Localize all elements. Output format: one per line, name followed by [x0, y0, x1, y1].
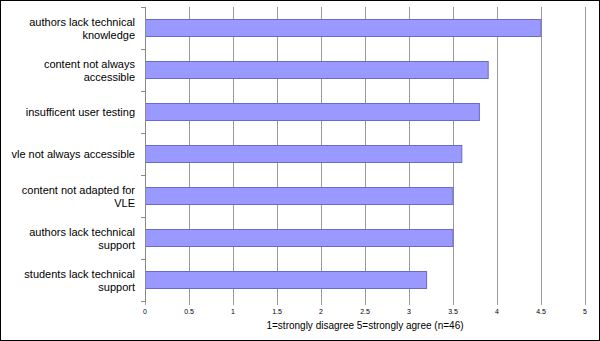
category-label-line: support: [98, 239, 135, 251]
category-tick: [141, 7, 145, 8]
category-label-line: authors lack technical: [29, 226, 135, 238]
category-label-line: vle not always accessible: [11, 148, 135, 160]
bar: [145, 272, 427, 289]
tick-label: 1: [231, 308, 235, 315]
category-label-line: knowledge: [82, 29, 135, 41]
tick-mark: [321, 301, 322, 305]
category-label-line: support: [98, 281, 135, 293]
bar: [145, 104, 479, 121]
category-tick: [141, 133, 145, 134]
tick-label: 4: [495, 308, 499, 315]
category-label: authors lack technicalsupport: [29, 226, 135, 251]
bars: [145, 20, 541, 289]
category-tick: [141, 49, 145, 50]
tick-label: 3: [407, 308, 411, 315]
category-tick: [141, 301, 145, 302]
tick-mark: [189, 301, 190, 305]
tick-mark: [233, 301, 234, 305]
category-label: authors lack technicalknowledge: [29, 16, 135, 41]
tick-mark: [541, 301, 542, 305]
category-label-line: insufficent user testing: [26, 106, 135, 118]
tick-label: 0: [143, 308, 147, 315]
category-label: content not alwaysaccessible: [44, 58, 136, 83]
grid-line: [497, 7, 498, 301]
category-tick: [141, 217, 145, 218]
bar: [145, 146, 462, 163]
grid-line: [585, 7, 586, 301]
tick-mark: [585, 301, 586, 305]
category-tick: [141, 91, 145, 92]
category-tick: [141, 259, 145, 260]
tick-mark: [277, 301, 278, 305]
tick-mark: [453, 301, 454, 305]
chart: 0 0.5 1 1.5 2 2.5 3 3.5 4 4.5 5 authors lack techni…: [0, 0, 600, 341]
grid-line: [145, 7, 146, 301]
category-label-line: accessible: [84, 71, 135, 83]
category-label-line: content not always: [44, 58, 136, 70]
grid-line: [541, 7, 542, 301]
category-label: content not adapted forVLE: [22, 184, 135, 209]
category-label: insufficent user testing: [26, 106, 135, 118]
tick-label: 3.5: [448, 308, 458, 315]
axis-line: [145, 7, 146, 301]
axis-title: 1=strongly disagree 5=strongly agree (n=…: [266, 320, 463, 331]
bar: [145, 188, 453, 205]
category-label-line: students lack technical: [24, 268, 135, 280]
category-label-line: authors lack technical: [29, 16, 135, 28]
tick-label: 1.5: [272, 308, 282, 315]
tick-label: 4.5: [536, 308, 546, 315]
tick-label: 2: [319, 308, 323, 315]
category-label-line: content not adapted for: [22, 184, 135, 196]
tick-mark: [497, 301, 498, 305]
category-tick: [141, 175, 145, 176]
bar: [145, 20, 541, 37]
tick-label: 2.5: [360, 308, 370, 315]
bar: [145, 62, 488, 79]
frame: [1, 1, 600, 341]
tick-mark: [365, 301, 366, 305]
category-label: students lack technicalsupport: [24, 268, 135, 293]
tick-label: 0.5: [184, 308, 194, 315]
tick-label: 5: [583, 308, 587, 315]
bar: [145, 230, 453, 247]
tick-mark: [409, 301, 410, 305]
category-label-line: VLE: [114, 197, 135, 209]
tick-mark: [145, 301, 146, 305]
category-label: vle not always accessible: [11, 148, 135, 160]
